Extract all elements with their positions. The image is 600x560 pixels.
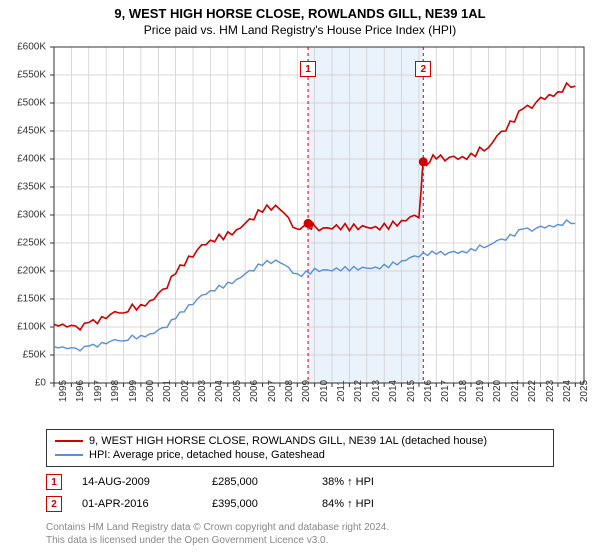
x-tick-label: 2010: [319, 380, 330, 402]
x-tick-label: 2003: [197, 380, 208, 402]
transaction-price: £285,000: [212, 476, 302, 488]
y-tick-label: £100K: [17, 322, 46, 333]
transaction-marker-badge: 1: [46, 474, 62, 490]
x-tick-label: 2007: [267, 380, 278, 402]
x-tick-label: 1995: [58, 380, 69, 402]
x-tick-label: 2000: [145, 380, 156, 402]
page-title: 9, WEST HIGH HORSE CLOSE, ROWLANDS GILL,…: [6, 6, 594, 21]
y-tick-label: £600K: [17, 42, 46, 53]
transaction-hpi: 84% ↑ HPI: [322, 498, 432, 510]
legend: 9, WEST HIGH HORSE CLOSE, ROWLANDS GILL,…: [46, 429, 554, 467]
y-tick-label: £0: [35, 378, 46, 389]
x-tick-label: 1997: [93, 380, 104, 402]
x-tick-label: 2008: [284, 380, 295, 402]
x-tick-label: 2017: [440, 380, 451, 402]
x-tick-label: 2022: [527, 380, 538, 402]
x-tick-label: 2013: [371, 380, 382, 402]
x-tick-label: 2014: [388, 380, 399, 402]
price-chart: £0 £50K £100K £150K £200K £250K £300K £350K £400…: [6, 43, 594, 423]
x-tick-label: 2006: [249, 380, 260, 402]
x-tick-label: 2025: [579, 380, 590, 402]
transaction-date: 01-APR-2016: [82, 498, 192, 510]
x-tick-label: 2021: [510, 380, 521, 402]
chart-svg: [6, 43, 594, 423]
x-tick-label: 2020: [492, 380, 503, 402]
footer-line2: This data is licensed under the Open Gov…: [46, 534, 554, 547]
x-tick-label: 2011: [336, 380, 347, 402]
transaction-hpi: 38% ↑ HPI: [322, 476, 432, 488]
legend-item: HPI: Average price, detached house, Gate…: [55, 448, 545, 462]
y-tick-label: £50K: [23, 350, 46, 361]
y-tick-label: £400K: [17, 154, 46, 165]
transaction-row: 2 01-APR-2016 £395,000 84% ↑ HPI: [46, 493, 554, 515]
y-tick-label: £450K: [17, 126, 46, 137]
y-tick-label: £500K: [17, 98, 46, 109]
x-tick-label: 2015: [406, 380, 417, 402]
y-tick-label: £200K: [17, 266, 46, 277]
transaction-price: £395,000: [212, 498, 302, 510]
legend-swatch: [55, 440, 83, 442]
x-tick-label: 2023: [545, 380, 556, 402]
legend-item: 9, WEST HIGH HORSE CLOSE, ROWLANDS GILL,…: [55, 434, 545, 448]
transaction-date: 14-AUG-2009: [82, 476, 192, 488]
x-tick-label: 2018: [458, 380, 469, 402]
x-tick-label: 2001: [162, 380, 173, 402]
x-tick-label: 2002: [180, 380, 191, 402]
transaction-marker: 2: [415, 61, 431, 77]
page-subtitle: Price paid vs. HM Land Registry's House …: [6, 23, 594, 37]
transaction-row: 1 14-AUG-2009 £285,000 38% ↑ HPI: [46, 471, 554, 493]
transactions-table: 1 14-AUG-2009 £285,000 38% ↑ HPI 2 01-APR-201…: [46, 471, 554, 515]
y-tick-label: £150K: [17, 294, 46, 305]
x-tick-label: 2004: [214, 380, 225, 402]
x-tick-label: 1998: [110, 380, 121, 402]
x-tick-label: 2012: [353, 380, 364, 402]
y-tick-label: £550K: [17, 70, 46, 81]
legend-label: HPI: Average price, detached house, Gate…: [89, 449, 325, 461]
x-tick-label: 2005: [232, 380, 243, 402]
x-tick-label: 1996: [75, 380, 86, 402]
legend-label: 9, WEST HIGH HORSE CLOSE, ROWLANDS GILL,…: [89, 435, 487, 447]
x-tick-label: 2019: [475, 380, 486, 402]
y-tick-label: £350K: [17, 182, 46, 193]
x-tick-label: 2016: [423, 380, 434, 402]
x-tick-label: 2009: [301, 380, 312, 402]
y-tick-label: £300K: [17, 210, 46, 221]
x-tick-label: 1999: [128, 380, 139, 402]
footer-line1: Contains HM Land Registry data © Crown c…: [46, 521, 554, 534]
transaction-marker-badge: 2: [46, 496, 62, 512]
x-tick-label: 2024: [562, 380, 573, 402]
y-tick-label: £250K: [17, 238, 46, 249]
transaction-marker: 1: [300, 61, 316, 77]
legend-swatch: [55, 454, 83, 456]
footer: Contains HM Land Registry data © Crown c…: [46, 521, 554, 547]
